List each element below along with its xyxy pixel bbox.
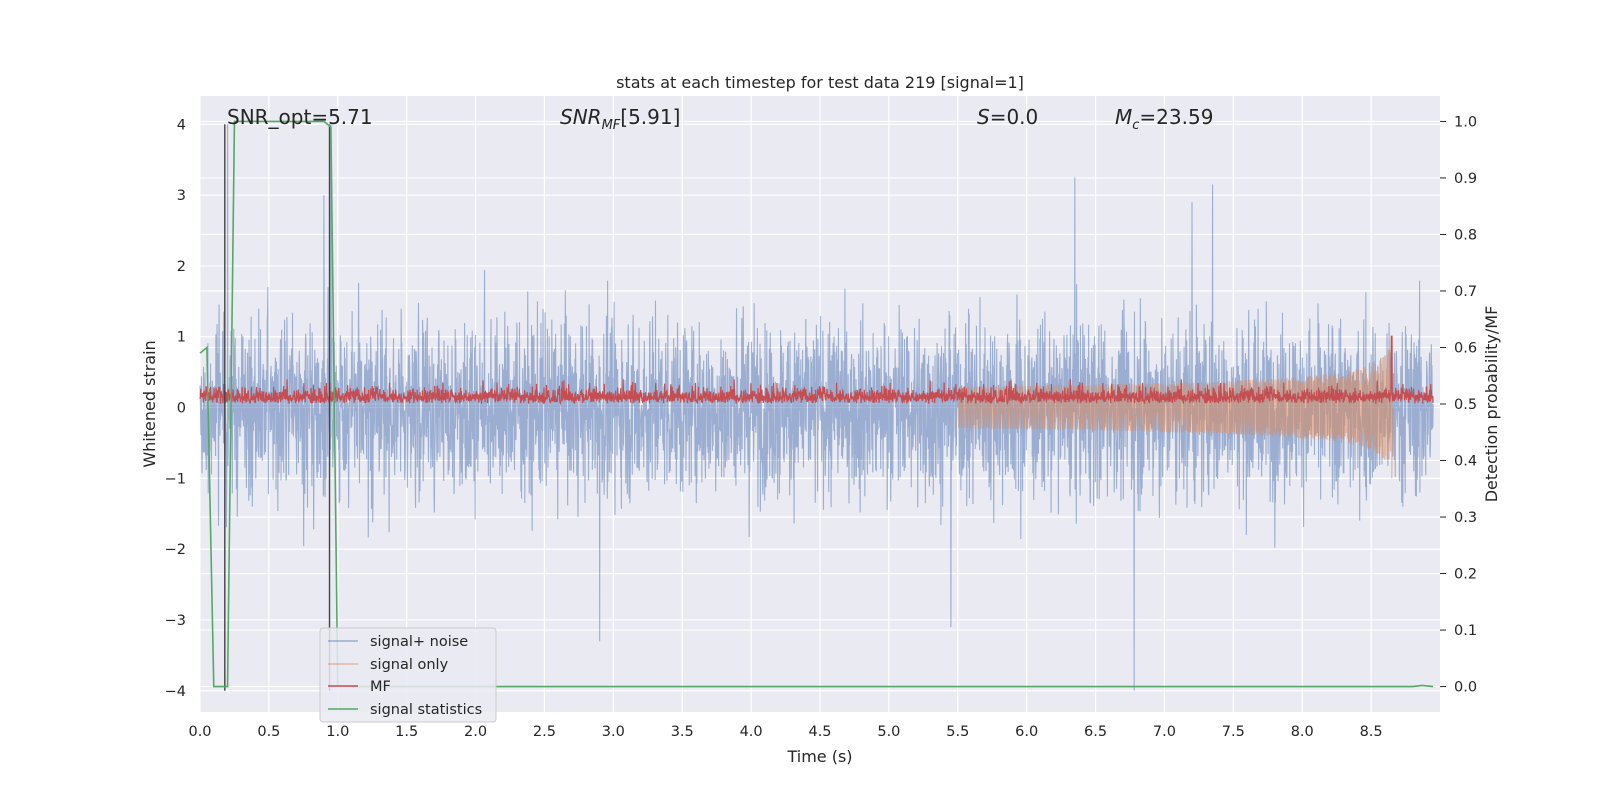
y-right-tick-label: 0.0 (1454, 680, 1477, 696)
annotation-mc: Mc=23.59 (1115, 105, 1213, 133)
x-tick-label: 7.5 (1222, 724, 1245, 740)
x-tick-label: 2.5 (533, 724, 556, 740)
y-left-tick-label: −4 (165, 684, 186, 700)
y-left-tick-label: 4 (177, 117, 186, 133)
y-left-tick-label: −3 (165, 613, 186, 629)
x-tick-label: 6.0 (1015, 724, 1038, 740)
y-right-tick-label: 1.0 (1454, 114, 1477, 130)
x-tick-label: 5.0 (877, 724, 900, 740)
y-right-tick-labels: 0.0 0.1 0.2 0.3 0.4 0.5 0.6 0.7 0.8 0.9 1.0 (1440, 114, 1477, 696)
y-right-tick-label: 0.8 (1454, 227, 1477, 243)
chart-title: stats at each timestep for test data 219… (616, 73, 1024, 92)
y-right-tick-label: 0.7 (1454, 284, 1477, 300)
legend-label-signal-only: signal only (370, 657, 449, 673)
y-axis-label-left: Whitened strain (140, 340, 159, 467)
y-left-tick-label: 3 (177, 188, 186, 204)
x-tick-label: 3.0 (602, 724, 625, 740)
annotation-mc-value: =23.59 (1139, 105, 1213, 129)
series-line-signal-statistics (199, 120, 1434, 688)
x-tick-label: 4.0 (740, 724, 763, 740)
annotation-s: S=0.0 (977, 105, 1038, 129)
series-layer (199, 120, 1434, 691)
x-tick-label: 8.0 (1291, 724, 1314, 740)
legend: signal+ noise signal only MF signal stat… (319, 627, 497, 723)
x-tick-label: 7.0 (1153, 724, 1176, 740)
y-right-tick-label: 0.4 (1454, 454, 1477, 470)
x-tick-label: 0.0 (188, 724, 211, 740)
y-right-tick-label: 0.9 (1454, 171, 1477, 187)
series-line-mf (199, 335, 1434, 405)
x-tick-label: 2.0 (464, 724, 487, 740)
y-right-tick-label: 0.2 (1454, 567, 1477, 583)
y-left-tick-label: 2 (177, 259, 186, 275)
y-right-tick-label: 0.1 (1454, 623, 1477, 639)
y-right-tick-label: 0.5 (1454, 397, 1477, 413)
y-right-tick-label: 0.3 (1454, 510, 1477, 526)
legend-label-signal-noise: signal+ noise (370, 634, 468, 650)
legend-label-signal-statistics: signal statistics (370, 702, 482, 718)
legend-label-mf: MF (370, 679, 391, 695)
x-tick-label: 0.5 (257, 724, 280, 740)
legend-box (319, 627, 497, 723)
x-tick-label: 1.0 (326, 724, 349, 740)
y-left-tick-label: 1 (177, 330, 186, 346)
x-tick-label: 1.5 (395, 724, 418, 740)
y-left-tick-label: 0 (177, 401, 186, 417)
x-tick-label: 4.5 (808, 724, 831, 740)
y-left-tick-label: −1 (165, 471, 186, 487)
annotation-snr-mf: SNRMF[5.91] (560, 105, 680, 133)
series-line-signal-noise (199, 124, 1434, 691)
x-tick-label: 5.5 (946, 724, 969, 740)
x-tick-labels: 0.0 0.5 1.0 1.5 2.0 2.5 3.0 3.5 4.0 4.5 5.0 5.5 6.0 6… (188, 724, 1382, 740)
x-tick-label: 3.5 (671, 724, 694, 740)
annotation-snr-mf-value: [5.91] (620, 105, 680, 129)
y-axis-label-right: Detection probability/MF (1482, 306, 1501, 503)
annotation-s-value: =0.0 (990, 105, 1039, 129)
y-right-tick-label: 0.6 (1454, 340, 1477, 356)
annotation-snr-opt: SNR_opt=5.71 (227, 105, 373, 129)
x-axis-label: Time (s) (786, 747, 852, 766)
x-tick-label: 6.5 (1084, 724, 1107, 740)
y-left-tick-label: −2 (165, 542, 186, 558)
x-tick-label: 8.5 (1360, 724, 1383, 740)
y-left-tick-labels: −4 −3 −2 −1 0 1 2 3 4 (165, 117, 186, 699)
